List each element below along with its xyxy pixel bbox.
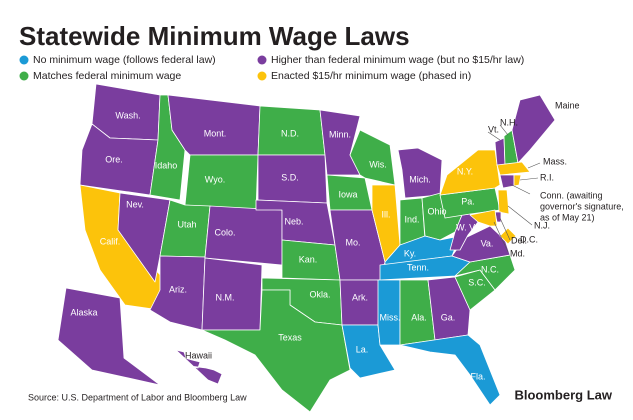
- state-label: Texas: [278, 332, 302, 342]
- state-label: N.M.: [216, 292, 235, 302]
- state-label: La.: [356, 344, 369, 354]
- legend: No minimum wage (follows federal law) Mat…: [19, 54, 524, 82]
- leader: [507, 205, 533, 226]
- state-label: Utah: [177, 219, 196, 229]
- state: [201, 289, 351, 413]
- state-label: Neb.: [284, 216, 303, 226]
- state-label: Ind.: [404, 214, 419, 224]
- state-label: N.C.: [481, 264, 499, 274]
- leader: [487, 131, 501, 141]
- state: [427, 276, 471, 341]
- state-label: Alaska: [70, 307, 97, 317]
- leader-lines: [487, 124, 541, 253]
- state-label: S.C.: [468, 277, 486, 287]
- state-label: N.J.: [534, 220, 550, 230]
- state: [513, 174, 522, 187]
- state-label: Mass.: [543, 156, 567, 166]
- state: [469, 209, 498, 227]
- leader: [499, 217, 511, 241]
- state-label: Colo.: [214, 227, 235, 237]
- state-label: Mo.: [345, 237, 360, 247]
- state: [349, 129, 396, 186]
- state: [511, 94, 556, 164]
- legend-swatch: [257, 71, 267, 81]
- leader: [519, 177, 539, 181]
- state-label: Ga.: [441, 312, 456, 322]
- state: [117, 192, 171, 283]
- legend-swatch: [19, 71, 29, 81]
- state-label: Ala.: [411, 312, 427, 322]
- state-label: D.C.: [520, 234, 538, 244]
- state-label: Conn. (awaiting: [540, 190, 603, 200]
- state: [496, 161, 531, 176]
- leader: [493, 221, 509, 253]
- state-label: W. Va.: [456, 222, 482, 232]
- state-label: Kan.: [299, 254, 318, 264]
- state-label: Tenn.: [407, 262, 429, 272]
- legend-label: No minimum wage (follows federal law): [33, 54, 216, 66]
- state-label: governor's signature,: [540, 201, 624, 211]
- state: [494, 137, 506, 166]
- state-label: R.I.: [540, 172, 554, 182]
- state-label: Ill.: [382, 209, 391, 219]
- state-label: Idaho: [155, 160, 178, 170]
- legend-label: Enacted $15/hr minimum wage (phased in): [271, 70, 471, 82]
- state: [57, 287, 161, 386]
- state-label: Minn.: [329, 129, 351, 139]
- leader: [499, 124, 509, 136]
- state-label: Ohio: [427, 206, 446, 216]
- title: Statewide Minimum Wage Laws: [19, 21, 410, 51]
- brand: Bloomberg Law: [514, 387, 612, 402]
- leader: [509, 183, 531, 195]
- state-label: Wis.: [369, 159, 387, 169]
- legend-label: Matches federal minimum wage: [33, 70, 181, 82]
- state-label: Fla.: [470, 371, 485, 381]
- state: [319, 109, 361, 176]
- legend-swatch: [19, 55, 29, 65]
- state-label: Wash.: [115, 110, 140, 120]
- state-label: S.D.: [281, 172, 299, 182]
- state-label: Ariz.: [169, 284, 187, 294]
- state-label: Calif.: [100, 236, 121, 246]
- states: Wash. Ore. Calif. Nev. Idaho Mont. Wyo. Utah Ari…: [57, 83, 624, 413]
- state-label: Nev.: [126, 199, 144, 209]
- state: [399, 334, 501, 406]
- state-label: N.D.: [281, 128, 299, 138]
- state-label: Miss.: [380, 312, 401, 322]
- state-label: Pa.: [461, 196, 475, 206]
- state: [497, 189, 510, 215]
- state: [499, 174, 515, 189]
- state-label: as of May 21): [540, 212, 595, 222]
- state-label: Del.: [511, 235, 527, 245]
- state: [175, 349, 223, 385]
- legend-swatch: [257, 55, 267, 65]
- state-label: Hawaii: [185, 350, 212, 360]
- state-label: Md.: [510, 248, 525, 258]
- state-label: Ky.: [404, 248, 416, 258]
- state-label: Ore.: [105, 154, 123, 164]
- source: Source: U.S. Department of Labor and Blo…: [28, 392, 247, 402]
- state-label: Mich.: [409, 174, 431, 184]
- state-label: Vt.: [488, 124, 499, 134]
- state-label: Ark.: [352, 292, 368, 302]
- state-label: Iowa: [338, 189, 357, 199]
- state-label: N.Y.: [457, 166, 473, 176]
- state: [339, 279, 381, 326]
- state: [439, 149, 501, 196]
- state-label: N.H.: [500, 117, 518, 127]
- legend-label: Higher than federal minimum wage (but no…: [271, 54, 524, 66]
- state: [397, 147, 443, 199]
- leader: [527, 162, 541, 169]
- state-label: Okla.: [309, 289, 330, 299]
- state: [377, 279, 401, 346]
- state-label: Mont.: [204, 128, 227, 138]
- state-label: Va.: [481, 238, 494, 248]
- state-label: Wyo.: [205, 174, 225, 184]
- state-label: Maine: [555, 100, 580, 110]
